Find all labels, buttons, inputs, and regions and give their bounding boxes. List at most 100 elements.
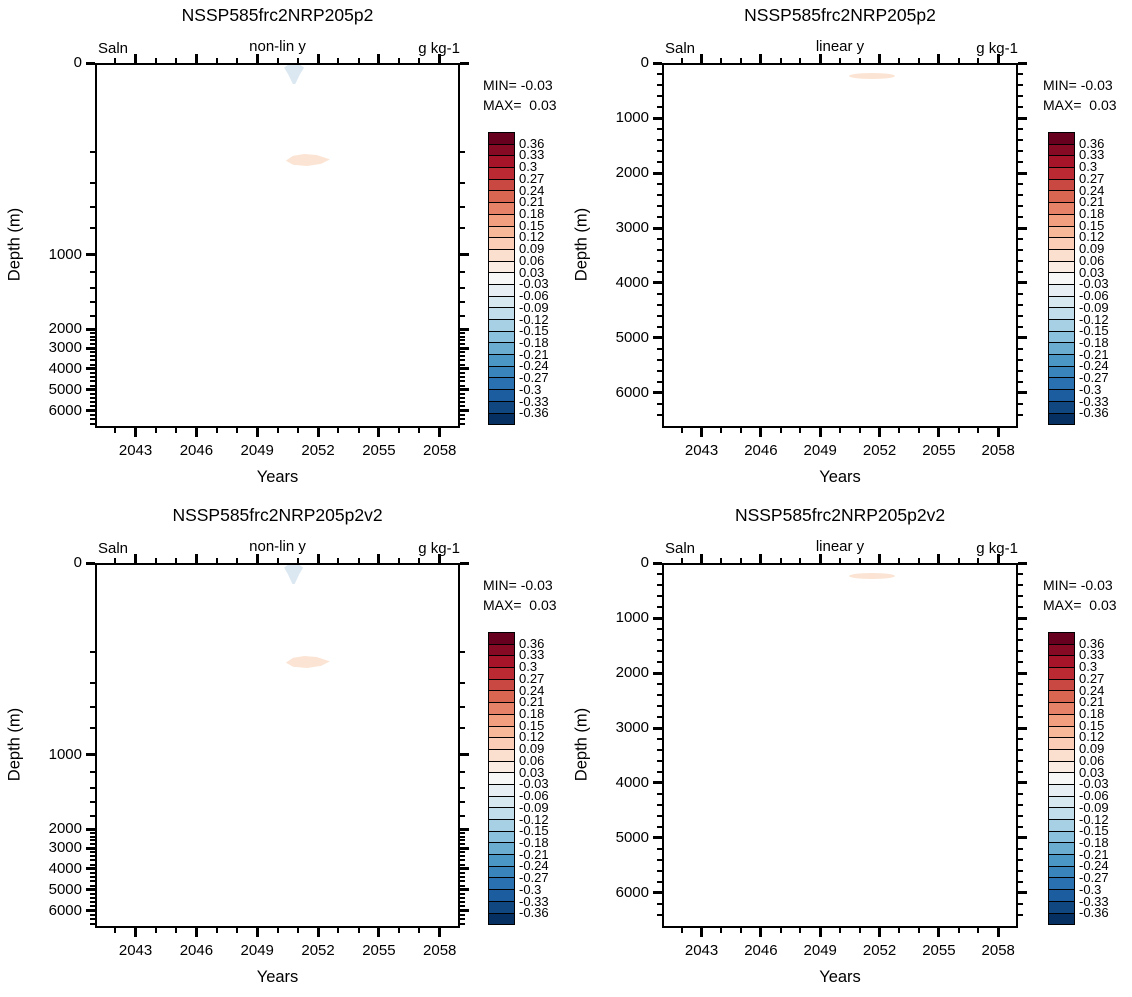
y-scale-label: linear y xyxy=(815,538,865,555)
colorbar-label: -0.06 xyxy=(519,788,549,804)
colorbar-box xyxy=(1049,748,1074,761)
colorbar-label: 0.21 xyxy=(519,694,545,710)
y-minor-tick xyxy=(1018,803,1023,806)
x-major-tick xyxy=(996,428,1000,437)
x-tick-label: 2046 xyxy=(179,942,214,959)
y-minor-tick xyxy=(90,880,95,883)
x-major-tick xyxy=(134,54,138,63)
x-minor-tick xyxy=(740,928,743,933)
y-minor-tick xyxy=(1018,639,1023,641)
y-minor-tick xyxy=(90,905,95,908)
colorbar-label: 0.33 xyxy=(1079,147,1105,163)
colorbar-box xyxy=(489,865,514,878)
colorbar-label: -0.24 xyxy=(1079,858,1109,874)
colorbar-box xyxy=(1049,272,1074,284)
x-major-tick xyxy=(937,428,941,437)
colorbar-box xyxy=(489,678,514,691)
y-tick-label: 0 xyxy=(640,54,649,71)
y-minor-tick xyxy=(1018,359,1023,361)
y-tick-label: 5000 xyxy=(615,328,649,346)
y-minor-tick xyxy=(1018,770,1023,773)
y-major-tick xyxy=(653,171,662,175)
colorbar-label: -0.12 xyxy=(519,811,549,827)
x-minor-tick xyxy=(114,58,117,63)
y-major-tick xyxy=(460,253,469,257)
y-minor-tick xyxy=(657,682,662,685)
x-minor-tick xyxy=(898,928,901,933)
x-minor-tick xyxy=(720,428,723,433)
x-minor-tick xyxy=(154,928,157,933)
y-minor-tick xyxy=(1018,414,1023,416)
y-major-tick xyxy=(653,61,662,65)
colorbar-label: 0.12 xyxy=(519,729,545,745)
colorbar-label: -0.09 xyxy=(1079,799,1109,815)
y-minor-tick xyxy=(90,314,95,317)
y-major-tick xyxy=(86,327,95,331)
colorbar-box xyxy=(1049,889,1074,901)
y-minor-tick xyxy=(460,893,465,896)
x-tick-label: 2052 xyxy=(301,442,335,459)
y-major-tick xyxy=(653,891,662,895)
x-major-tick xyxy=(134,428,138,437)
x-minor-tick xyxy=(957,58,960,63)
x-major-tick xyxy=(937,928,941,937)
field-min-label: MIN= -0.03 xyxy=(1043,577,1113,593)
y-major-tick xyxy=(86,867,95,871)
y-minor-tick xyxy=(657,369,662,372)
colorbar-box xyxy=(489,877,514,890)
x-minor-tick xyxy=(337,58,340,63)
colorbar-box xyxy=(1049,237,1074,249)
y-minor-tick xyxy=(657,738,662,740)
colorbar-box xyxy=(1049,713,1074,726)
units-label: g kg-1 xyxy=(418,540,460,557)
y-minor-tick xyxy=(460,286,465,289)
y-major-tick xyxy=(653,726,662,730)
x-tick-label: 2052 xyxy=(862,442,897,459)
colorbar-box xyxy=(489,783,514,796)
y-scale-label: non-lin y xyxy=(249,538,306,555)
colorbar-box xyxy=(489,389,514,401)
y-minor-tick xyxy=(657,193,662,196)
x-major-tick xyxy=(255,554,259,563)
colorbar-label: 0.06 xyxy=(1079,752,1105,768)
colorbar-box xyxy=(489,830,514,843)
colorbar-label: 0.36 xyxy=(519,635,545,651)
x-tick-label: 2043 xyxy=(118,942,153,959)
y-minor-tick xyxy=(657,914,662,916)
y-tick-label: 4000 xyxy=(615,273,649,291)
colorbar-label: -0.03 xyxy=(519,276,549,292)
colorbar-label: -0.33 xyxy=(519,893,549,909)
y-minor-tick xyxy=(90,855,95,858)
y-minor-tick xyxy=(460,397,465,400)
y-major-tick xyxy=(460,888,469,892)
y-minor-tick xyxy=(1018,205,1023,207)
y-minor-tick xyxy=(90,359,95,362)
y-minor-tick xyxy=(90,897,95,900)
y-minor-tick xyxy=(657,803,662,806)
x-major-tick xyxy=(996,554,1000,563)
colorbar-box xyxy=(1049,655,1074,668)
y-major-tick xyxy=(653,116,662,120)
y-minor-tick xyxy=(460,814,465,817)
y-minor-tick xyxy=(90,918,95,921)
x-minor-tick xyxy=(154,558,157,563)
y-minor-tick xyxy=(90,831,95,834)
y-minor-tick xyxy=(460,271,465,274)
colorbar-box xyxy=(1049,389,1074,401)
x-tick-label: 2058 xyxy=(423,442,457,459)
colorbar-label: -0.27 xyxy=(519,870,549,886)
colorbar-box xyxy=(1049,760,1074,773)
colorbar-box xyxy=(1049,737,1074,749)
y-minor-tick xyxy=(657,760,662,762)
colorbar-label: -0.33 xyxy=(1079,893,1109,909)
y-minor-tick xyxy=(657,270,662,273)
colorbar xyxy=(488,132,515,425)
colorbar-box xyxy=(1049,900,1074,913)
y-minor-tick xyxy=(1018,402,1023,405)
x-major-tick xyxy=(255,54,259,63)
colorbar-label: 0.24 xyxy=(1079,682,1105,698)
colorbar-label: -0.36 xyxy=(519,905,549,921)
y-minor-tick xyxy=(460,901,465,904)
units-label: g kg-1 xyxy=(418,40,460,57)
x-major-tick xyxy=(818,554,822,563)
